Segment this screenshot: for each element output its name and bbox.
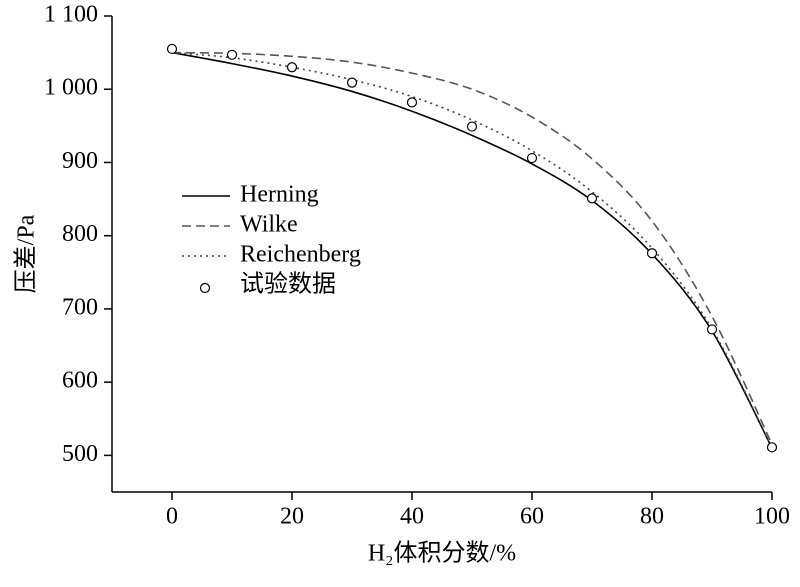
data-point — [706, 324, 718, 335]
x-tick-label: 0 — [166, 504, 178, 530]
legend-label: Wilke — [240, 212, 298, 238]
data-point — [766, 442, 778, 453]
x-tick-label: 60 — [520, 504, 544, 530]
legend-marker — [199, 282, 211, 294]
series-line — [171, 51, 773, 445]
data-point — [166, 43, 178, 55]
x-axis-title: H₂体积分数/% — [368, 540, 516, 567]
y-tick-label: 1 000 — [44, 75, 98, 101]
x-tick-label: 80 — [640, 504, 664, 530]
legend-label: Reichenberg — [240, 242, 361, 268]
x-tick-label: 100 — [754, 504, 790, 530]
series-line — [171, 51, 773, 449]
data-point — [646, 248, 658, 259]
data-point — [466, 121, 478, 132]
y-tick-label: 1 100 — [44, 2, 98, 28]
series-line — [171, 51, 773, 449]
y-tick-label: 500 — [62, 441, 98, 467]
y-tick-label: 700 — [62, 294, 98, 320]
legend-label: 试验数据 — [240, 271, 336, 298]
y-tick-label: 800 — [62, 221, 98, 247]
data-point — [406, 97, 418, 108]
y-axis-title: 压差/Pa — [13, 214, 40, 293]
data-point — [226, 49, 238, 60]
data-point — [526, 152, 538, 164]
x-tick-label: 40 — [400, 504, 424, 530]
data-point — [286, 62, 298, 73]
data-point — [346, 77, 358, 88]
x-tick-label: 20 — [280, 504, 304, 530]
y-tick-label: 600 — [62, 368, 98, 394]
legend-label: Herning — [240, 182, 319, 208]
y-tick-label: 900 — [62, 148, 98, 174]
data-point — [586, 193, 598, 204]
